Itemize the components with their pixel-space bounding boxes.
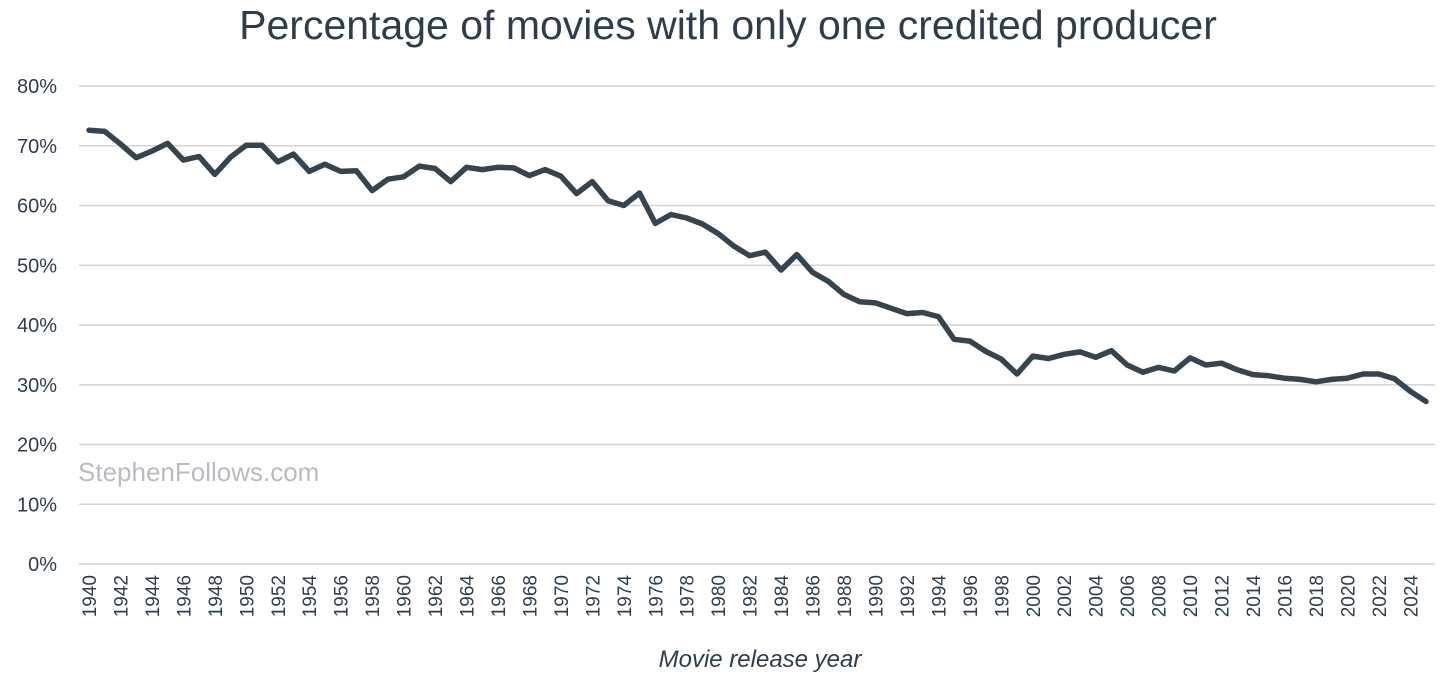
x-tick-label: 1952: [269, 575, 290, 617]
x-tick-label: 2012: [1213, 575, 1234, 617]
y-tick-label: 0%: [28, 554, 57, 576]
x-tick-label: 1950: [237, 575, 258, 617]
x-tick-label: 1976: [646, 575, 667, 617]
x-tick-label: 1978: [678, 575, 699, 617]
gridlines: [79, 85, 1435, 565]
x-tick-label: 2014: [1244, 575, 1265, 618]
x-tick-label: 2024: [1401, 575, 1422, 618]
x-tick-label: 2004: [1087, 575, 1108, 618]
y-tick-label: 60%: [17, 196, 57, 218]
x-tick-label: 2022: [1370, 575, 1391, 617]
x-tick-label: 1942: [111, 575, 132, 617]
x-tick-label: 1940: [80, 575, 101, 617]
x-tick-label: 1984: [772, 575, 793, 618]
x-tick-label: 1996: [961, 575, 982, 617]
x-tick-label: 1960: [395, 575, 416, 617]
x-tick-label: 1988: [835, 575, 856, 617]
x-tick-label: 1972: [583, 575, 604, 617]
x-axis-label: Movie release year: [659, 646, 863, 673]
x-tick-label: 2020: [1338, 575, 1359, 617]
y-tick-label: 20%: [17, 435, 57, 457]
x-tick-label: 1956: [332, 575, 353, 617]
x-tick-label: 1948: [206, 575, 227, 617]
x-tick-label: 1980: [709, 575, 730, 617]
y-tick-label: 70%: [17, 136, 57, 158]
watermark-text: StephenFollows.com: [78, 457, 319, 487]
x-tick-label: 1994: [929, 575, 950, 618]
x-tick-label: 2010: [1181, 575, 1202, 617]
x-tick-label: 2016: [1275, 575, 1296, 617]
x-axis-ticks: 1940 1942 1944 1946 1948 1950 1952 1954 1956 1958…: [80, 575, 1422, 618]
x-tick-label: 1982: [741, 575, 762, 617]
x-tick-label: 1966: [489, 575, 510, 617]
x-tick-label: 1946: [174, 575, 195, 617]
series-line: [86, 127, 1429, 405]
x-tick-label: 1998: [992, 575, 1013, 617]
y-axis-ticks: 0% 10% 20% 30% 40% 50% 60% 70% 80%: [17, 76, 57, 576]
x-tick-label: 1974: [615, 575, 636, 618]
y-tick-label: 10%: [17, 494, 57, 516]
x-tick-label: 2000: [1024, 575, 1045, 617]
x-tick-label: 1968: [520, 575, 541, 617]
x-tick-label: 2002: [1055, 575, 1076, 617]
x-tick-label: 2006: [1118, 575, 1139, 617]
x-tick-label: 1970: [552, 575, 573, 617]
chart-title: Percentage of movies with only one credi…: [239, 2, 1217, 48]
y-tick-label: 40%: [17, 315, 57, 337]
x-tick-label: 1986: [804, 575, 825, 617]
x-tick-label: 1964: [458, 575, 479, 618]
y-tick-label: 80%: [17, 76, 57, 98]
x-tick-label: 1990: [866, 575, 887, 617]
x-tick-label: 1958: [363, 575, 384, 617]
y-tick-label: 50%: [17, 255, 57, 277]
x-tick-label: 1954: [300, 575, 321, 618]
x-tick-label: 1962: [426, 575, 447, 617]
x-tick-label: 2018: [1307, 575, 1328, 617]
x-tick-label: 1944: [143, 575, 164, 618]
y-tick-label: 30%: [17, 375, 57, 397]
x-tick-label: 1992: [898, 575, 919, 617]
x-tick-label: 2008: [1150, 575, 1171, 617]
